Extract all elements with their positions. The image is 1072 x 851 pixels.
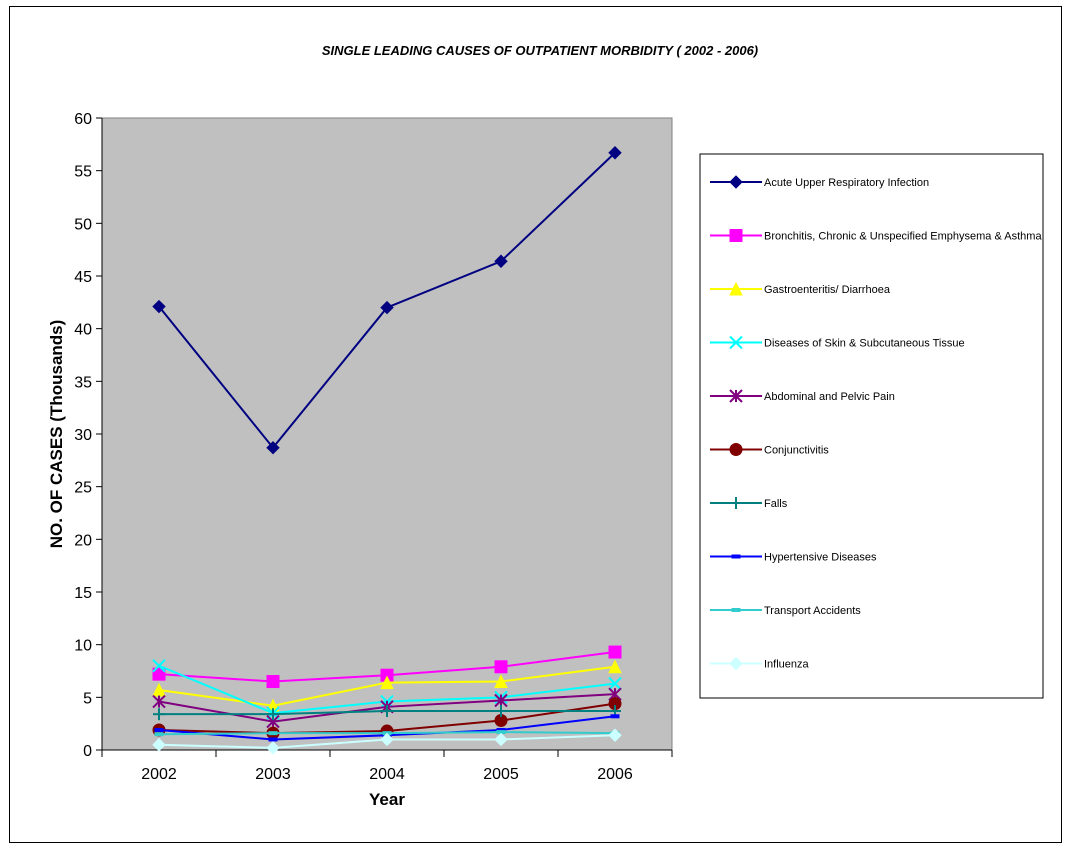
data-point xyxy=(380,300,394,315)
legend-marker xyxy=(729,281,743,296)
legend-label: Gastroenteritis/ Diarrhoea xyxy=(764,284,891,296)
legend-label: Diseases of Skin & Subcutaneous Tissue xyxy=(764,338,965,350)
y-tick-label: 5 xyxy=(83,690,92,707)
y-tick-label: 35 xyxy=(74,374,92,391)
legend-label: Acute Upper Respiratory Infection xyxy=(764,177,929,189)
legend-marker xyxy=(729,229,743,242)
legend-label: Hypertensive Diseases xyxy=(764,552,877,564)
axes: 0 5 10 15 20 25 30 35 40 45 50 55 60 2002 2003 2004 2005… xyxy=(74,111,673,783)
marker-stroke xyxy=(152,659,166,673)
x-tick-label: 2005 xyxy=(483,766,519,783)
legend-marker xyxy=(729,335,743,350)
data-point xyxy=(268,737,278,742)
legend-marker xyxy=(729,175,743,189)
data-point xyxy=(266,440,280,455)
data-point xyxy=(495,705,507,718)
y-tick-label: 0 xyxy=(83,743,92,760)
data-point xyxy=(268,731,278,736)
data-point xyxy=(608,645,622,659)
legend-entry: Diseases of Skin & Subcutaneous Tissue xyxy=(710,335,965,350)
y-tick-label: 30 xyxy=(74,427,92,444)
legend-entry: Conjunctivitis xyxy=(710,443,829,457)
data-point xyxy=(152,659,166,673)
data-point xyxy=(380,675,394,690)
data-point xyxy=(494,254,508,268)
y-tick-label: 10 xyxy=(74,638,92,655)
data-point xyxy=(152,299,166,314)
marker-stroke xyxy=(729,335,743,350)
data-point xyxy=(267,708,279,721)
legend: Acute Upper Respiratory Infection Bronchi… xyxy=(699,153,1044,699)
legend-marker xyxy=(731,554,741,559)
legend-entry: Transport Accidents xyxy=(710,605,861,617)
legend-entry: Acute Upper Respiratory Infection xyxy=(710,175,929,189)
series-layer xyxy=(152,146,622,755)
data-point xyxy=(152,667,166,681)
series-0 xyxy=(152,146,622,455)
series-1 xyxy=(152,645,622,689)
y-tick-label: 15 xyxy=(74,585,92,602)
y-axis-label: NO. OF CASES (Thousands) xyxy=(47,320,66,549)
marker-stroke xyxy=(608,676,622,691)
y-tick-label: 45 xyxy=(74,269,92,286)
legend-entry: Falls xyxy=(710,497,788,510)
legend-marker xyxy=(729,443,743,456)
data-point xyxy=(154,732,164,737)
x-tick-label: 2002 xyxy=(141,766,177,783)
data-point xyxy=(494,693,508,708)
legend-marker xyxy=(729,389,743,403)
data-point xyxy=(494,732,508,747)
x-tick-label: 2004 xyxy=(369,766,405,783)
data-point xyxy=(494,660,508,674)
x-tick-label: 2003 xyxy=(255,766,291,783)
y-tick-label: 40 xyxy=(74,322,92,339)
legend-entry: Bronchitis, Chronic & Unspecified Emphys… xyxy=(710,229,1042,243)
data-point xyxy=(610,714,620,719)
legend-box xyxy=(699,153,1044,699)
data-point xyxy=(381,705,393,718)
y-tick-label: 20 xyxy=(74,532,92,549)
legend-label: Bronchitis, Chronic & Unspecified Emphys… xyxy=(764,231,1042,243)
legend-entry: Gastroenteritis/ Diarrhoea xyxy=(710,281,891,296)
legend-entry: Hypertensive Diseases xyxy=(710,552,877,564)
legend-label: Transport Accidents xyxy=(764,605,861,617)
x-tick-label: 2006 xyxy=(597,766,633,783)
data-point xyxy=(154,727,164,732)
y-tick-label: 55 xyxy=(74,164,92,181)
data-point xyxy=(608,659,622,674)
legend-marker xyxy=(729,656,743,671)
data-point xyxy=(266,675,280,689)
chart-title: SINGLE LEADING CAUSES OF OUTPATIENT MORB… xyxy=(322,43,758,58)
data-point xyxy=(608,146,622,160)
legend-label: Influenza xyxy=(764,659,810,671)
plot-area xyxy=(101,117,673,751)
legend-label: Abdominal and Pelvic Pain xyxy=(764,391,895,403)
x-axis-label: Year xyxy=(369,790,405,809)
legend-label: Falls xyxy=(764,498,788,510)
data-point xyxy=(153,708,165,721)
data-point xyxy=(152,738,166,752)
data-point xyxy=(380,732,394,747)
data-point xyxy=(608,728,622,742)
legend-marker xyxy=(730,497,742,509)
y-tick-label: 60 xyxy=(74,111,92,128)
series-6 xyxy=(153,705,621,721)
legend-entry: Abdominal and Pelvic Pain xyxy=(710,389,895,403)
series-9 xyxy=(152,728,622,755)
legend-marker xyxy=(731,608,741,612)
data-point xyxy=(152,694,166,709)
legend-label: Conjunctivitis xyxy=(764,445,829,457)
y-tick-label: 50 xyxy=(74,216,92,233)
data-point xyxy=(494,674,508,689)
legend-entry: Influenza xyxy=(710,656,810,671)
data-point xyxy=(608,676,622,691)
y-tick-label: 25 xyxy=(74,480,92,497)
data-point xyxy=(266,741,280,755)
